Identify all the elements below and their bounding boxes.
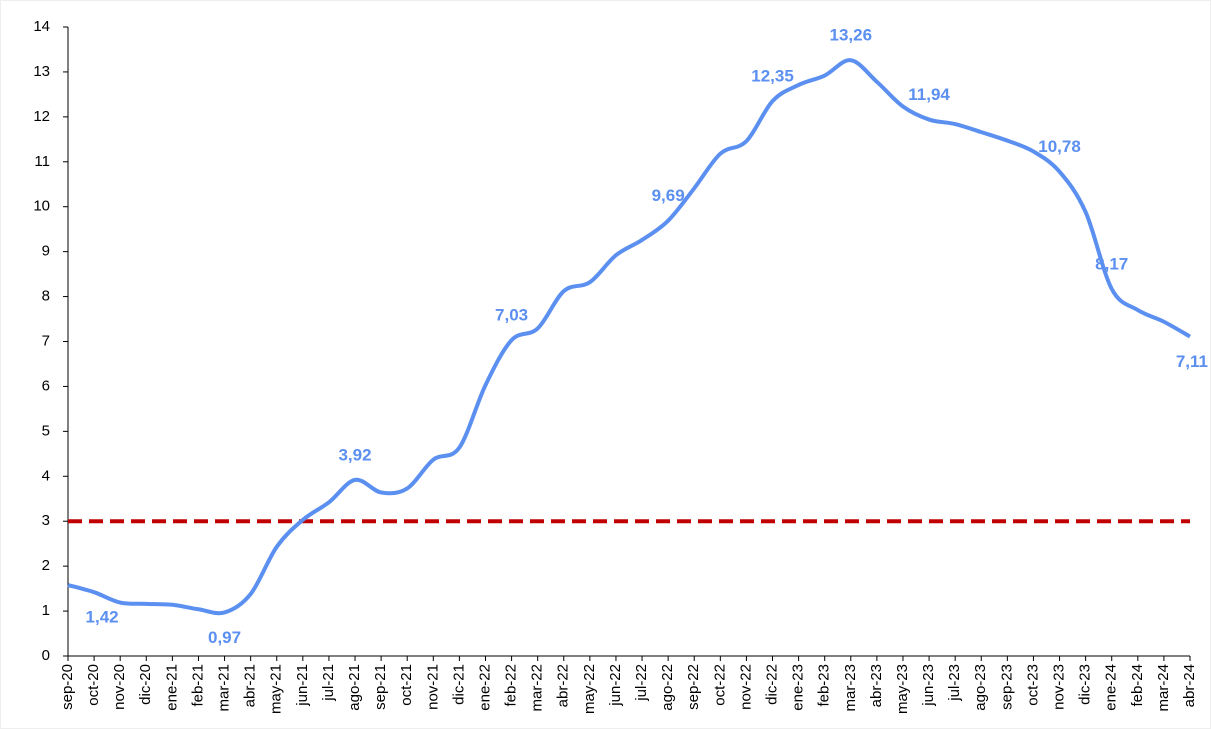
x-tick-label: ene-23 [790, 664, 807, 711]
x-tick-label: jul-23 [946, 664, 963, 702]
y-tick-label: 8 [42, 288, 50, 305]
x-tick-label: ago-21 [346, 664, 363, 711]
x-tick-label: abr-22 [555, 664, 572, 707]
x-tick-label: oct-22 [711, 664, 728, 706]
value-label: 7,11 [1176, 352, 1208, 371]
x-tick-label: ene-21 [163, 664, 180, 711]
value-label: 11,94 [908, 85, 950, 104]
x-tick-label: feb-23 [816, 664, 833, 707]
x-tick-label: nov-21 [424, 664, 441, 710]
y-tick-label: 7 [42, 332, 50, 349]
x-tick-label: oct-21 [398, 664, 415, 706]
x-tick-label: sep-21 [372, 664, 389, 710]
value-label: 8,17 [1095, 254, 1128, 273]
x-tick-label: sep-22 [685, 664, 702, 710]
value-label: 12,35 [751, 67, 794, 86]
x-tick-label: nov-23 [1051, 664, 1068, 710]
x-tick-label: feb-24 [1129, 664, 1146, 707]
x-tick-label: ago-22 [659, 664, 676, 711]
x-tick-label: jul-22 [633, 664, 650, 702]
x-tick-label: mar-24 [1155, 664, 1172, 712]
x-tick-label: may-22 [581, 664, 598, 714]
x-tick-label: ene-24 [1103, 664, 1120, 711]
value-label: 1,42 [86, 608, 119, 627]
y-tick-label: 3 [42, 512, 50, 529]
y-tick-label: 0 [42, 647, 50, 664]
y-tick-label: 1 [42, 602, 50, 619]
value-label: 13,26 [830, 26, 873, 45]
value-label: 7,03 [495, 306, 528, 325]
x-tick-label: abr-23 [868, 664, 885, 707]
x-tick-label: dic-20 [137, 664, 154, 705]
y-tick-label: 2 [42, 557, 50, 574]
y-tick-label: 6 [42, 377, 50, 394]
x-tick-label: nov-22 [737, 664, 754, 710]
x-tick-label: dic-23 [1077, 664, 1094, 705]
value-label: 0,97 [208, 628, 241, 647]
line [67, 58, 1191, 616]
x-tick-label: jun-23 [920, 664, 937, 707]
x-tick-label: feb-21 [189, 664, 206, 707]
x-tick-label: abr-24 [1181, 664, 1198, 707]
y-tick-label: 11 [34, 153, 50, 170]
value-label: 9,69 [652, 186, 685, 205]
x-tick-label: ene-22 [476, 664, 493, 711]
x-tick-label: mar-22 [529, 664, 546, 712]
value-label: 3,92 [338, 445, 371, 464]
x-tick-label: sep-20 [59, 664, 76, 710]
y-tick-label: 12 [33, 108, 50, 125]
x-tick-label: oct-20 [85, 664, 102, 706]
y-tick-label: 13 [33, 63, 50, 80]
x-tick-label: jun-21 [294, 664, 311, 707]
value-label: 10,78 [1038, 137, 1081, 156]
x-tick-label: feb-22 [503, 664, 520, 707]
x-tick-label: abr-21 [242, 664, 259, 707]
y-tick-label: 9 [42, 243, 50, 260]
x-tick-label: mar-21 [216, 664, 233, 712]
x-tick-label: may-23 [894, 664, 911, 714]
y-tick-label: 14 [33, 18, 50, 35]
x-tick-label: ago-23 [972, 664, 989, 711]
x-tick-label: dic-22 [763, 664, 780, 705]
x-tick-label: dic-21 [450, 664, 467, 705]
x-tick-label: may-21 [268, 664, 285, 714]
y-tick-label: 5 [42, 422, 50, 439]
y-tick-label: 4 [42, 467, 50, 484]
x-tick-label: sep-23 [998, 664, 1015, 710]
x-tick-label: oct-23 [1024, 664, 1041, 706]
x-tick-label: mar-23 [842, 664, 859, 712]
x-tick-label: jul-21 [320, 664, 337, 702]
x-tick-label: jun-22 [607, 664, 624, 707]
x-tick-label: nov-20 [111, 664, 128, 710]
y-tick-label: 10 [33, 198, 50, 215]
